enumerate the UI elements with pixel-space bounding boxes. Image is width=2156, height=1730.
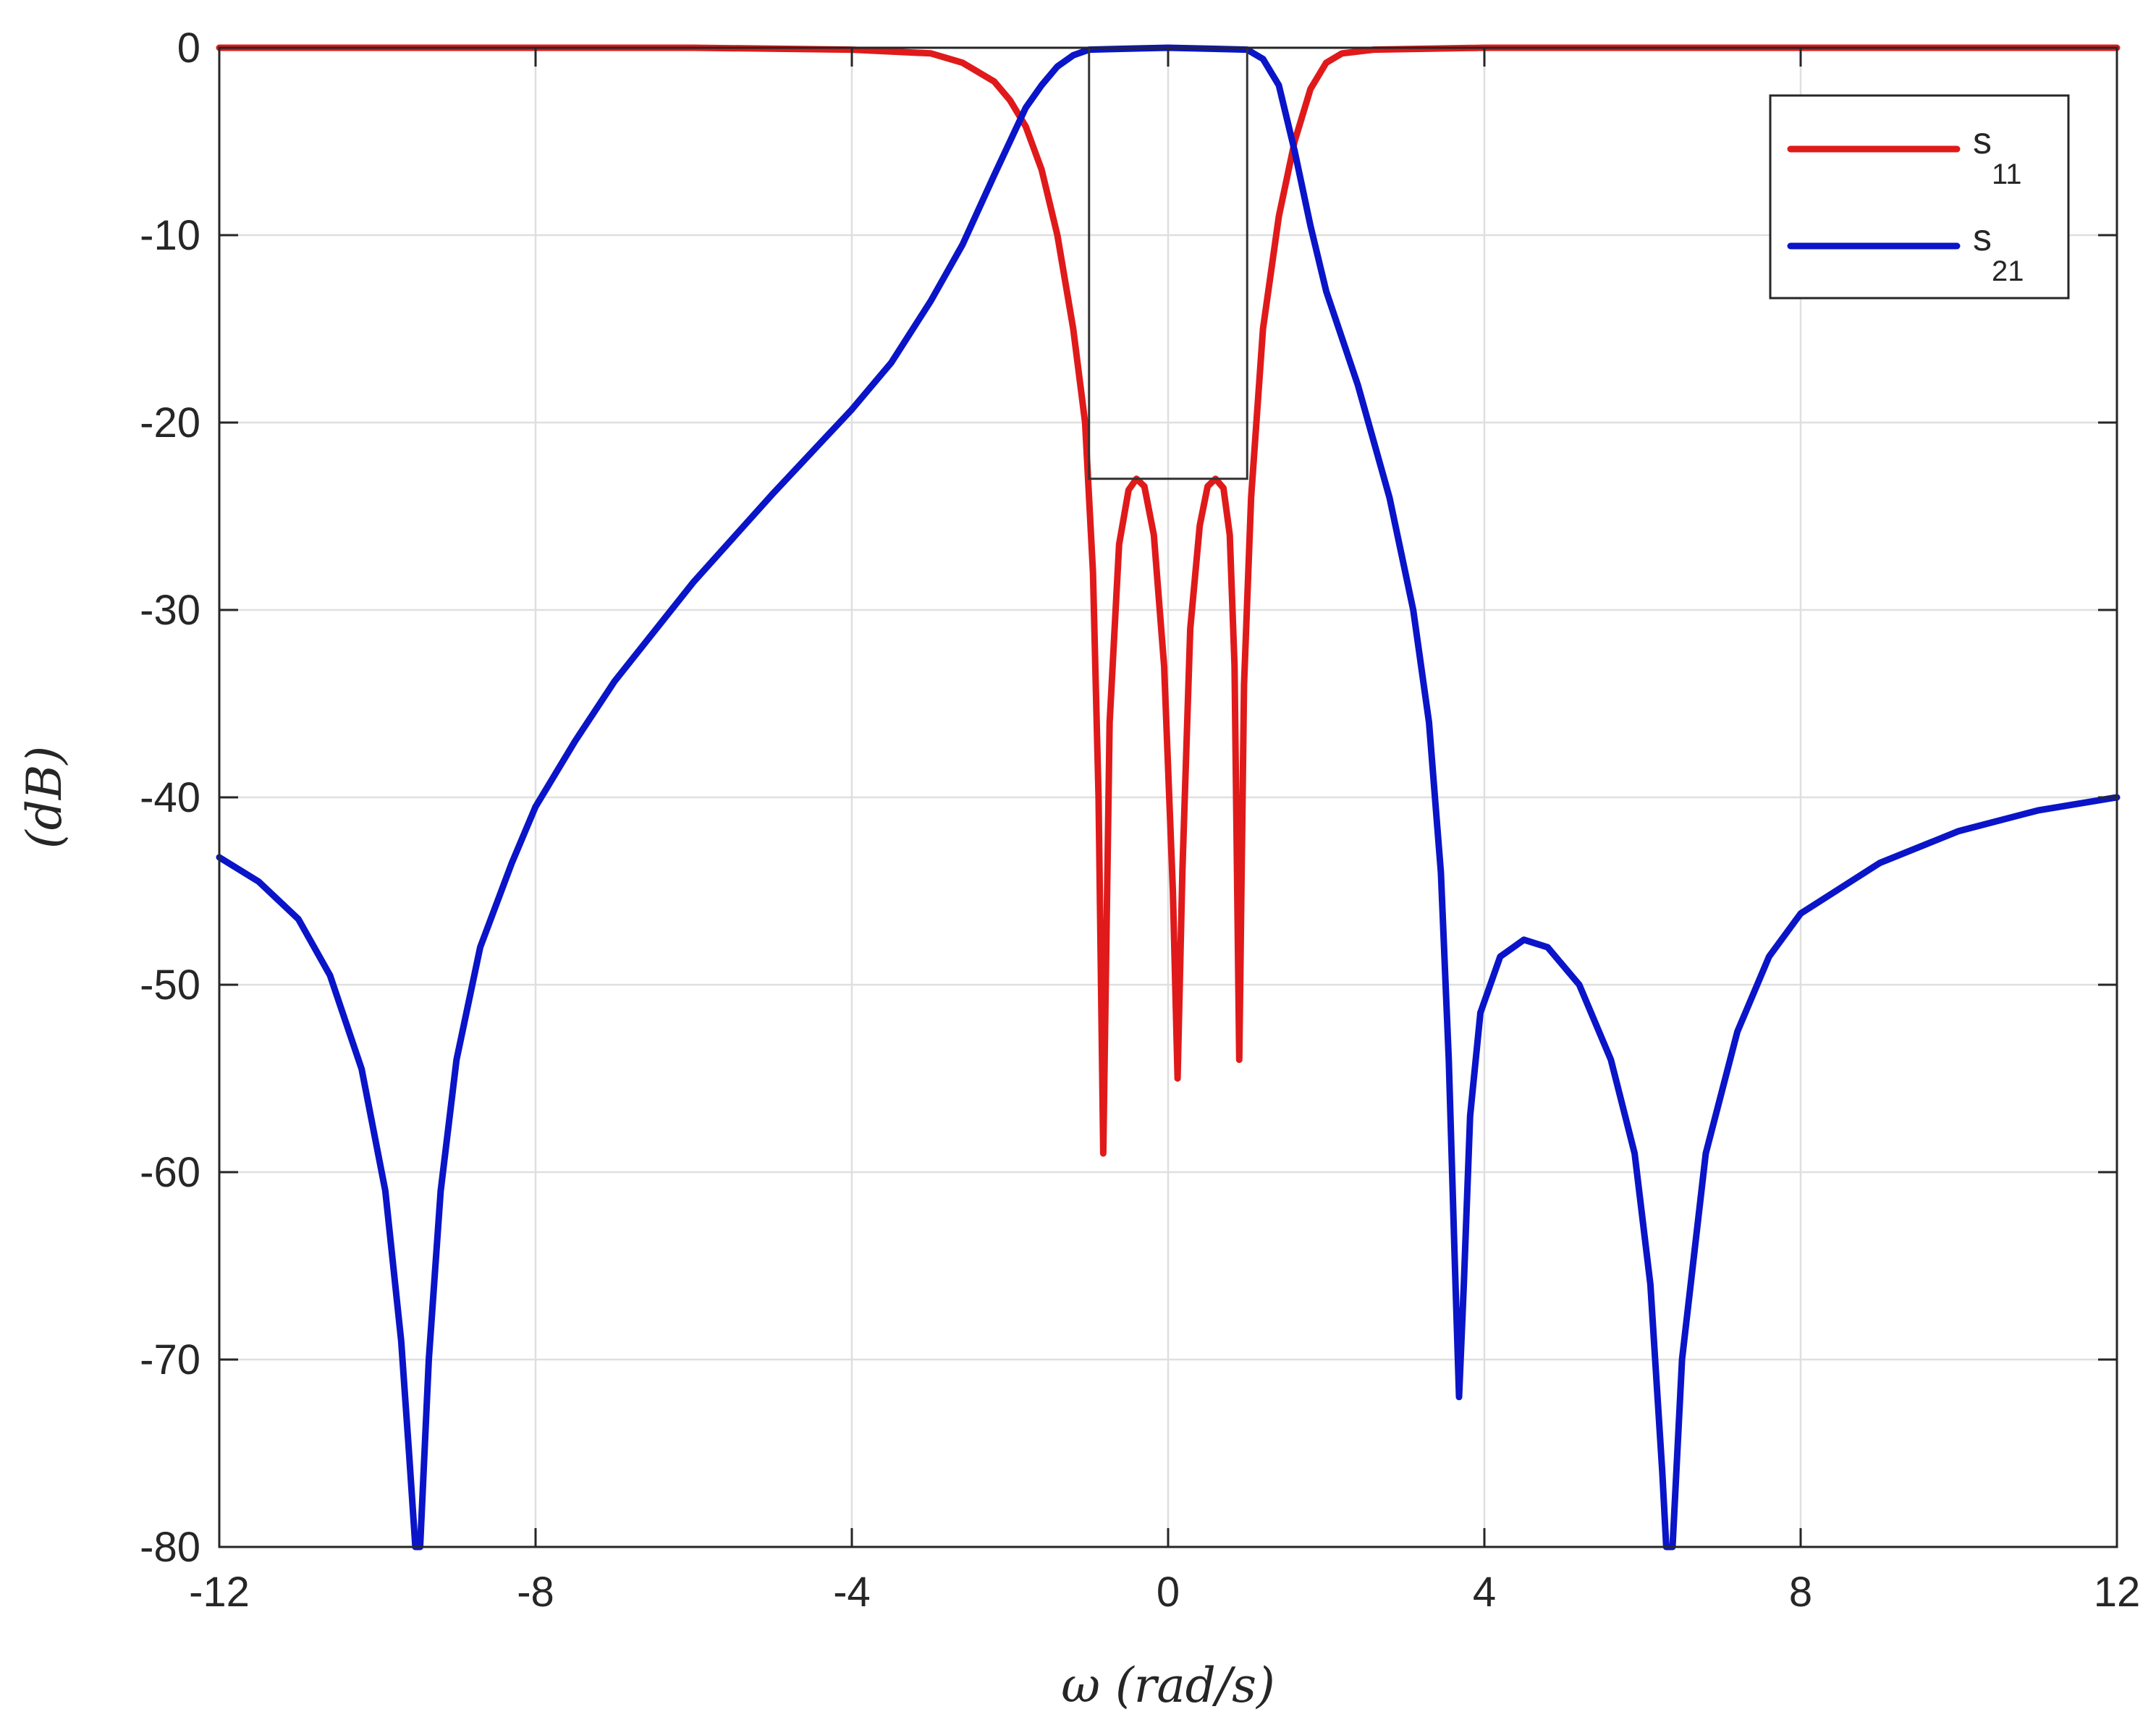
legend-label-sub-s21: 21 bbox=[1992, 255, 2024, 287]
y-tick-label-0: 0 bbox=[177, 25, 200, 72]
series-line-s11 bbox=[216, 44, 2121, 1157]
series-layer bbox=[216, 44, 2121, 1551]
series-line-s21 bbox=[216, 44, 2121, 1551]
x-tick-label-4: 4 bbox=[1473, 1569, 1496, 1616]
x-axis-label: ω (rad/s) bbox=[1061, 1658, 1275, 1713]
y-axis-label: (dB) bbox=[17, 746, 72, 849]
y-tick-label-7: -70 bbox=[140, 1336, 200, 1383]
x-tick-label-5: 8 bbox=[1789, 1569, 1812, 1616]
x-tick-label-6: 12 bbox=[2094, 1569, 2141, 1616]
y-tick-label-8: -80 bbox=[140, 1524, 200, 1571]
y-tick-label-1: -10 bbox=[140, 212, 200, 259]
legend-label-sub-s11: 11 bbox=[1992, 158, 2022, 190]
tick-labels: -12 -8 -4 0 4 8 120-10-20-30-40-50-60-70-80 bbox=[140, 25, 2140, 1616]
y-tick-label-5: -50 bbox=[140, 962, 200, 1009]
y-tick-label-2: -20 bbox=[140, 399, 200, 446]
x-tick-label-1: -8 bbox=[517, 1569, 554, 1616]
legend-box bbox=[1769, 94, 2070, 300]
x-tick-label-3: 0 bbox=[1157, 1569, 1180, 1616]
legend-label-s11: s bbox=[1973, 120, 1992, 162]
y-tick-label-4: -40 bbox=[140, 774, 200, 821]
y-tick-label-3: -30 bbox=[140, 587, 200, 634]
axes bbox=[218, 46, 2118, 1548]
y-tick-label-6: -60 bbox=[140, 1149, 200, 1196]
legend-label-s21: s bbox=[1973, 217, 1992, 259]
x-tick-label-2: -4 bbox=[833, 1569, 871, 1616]
x-tick-label-0: -12 bbox=[189, 1569, 250, 1616]
